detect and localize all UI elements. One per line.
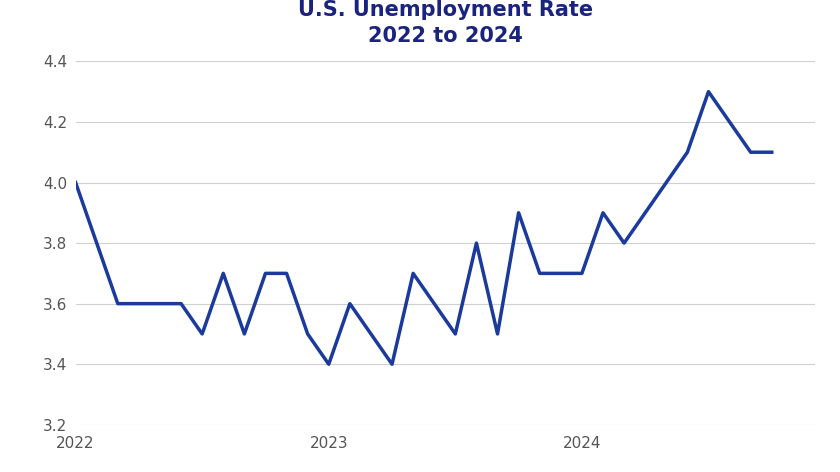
Title: U.S. Unemployment Rate
2022 to 2024: U.S. Unemployment Rate 2022 to 2024 (297, 0, 593, 46)
